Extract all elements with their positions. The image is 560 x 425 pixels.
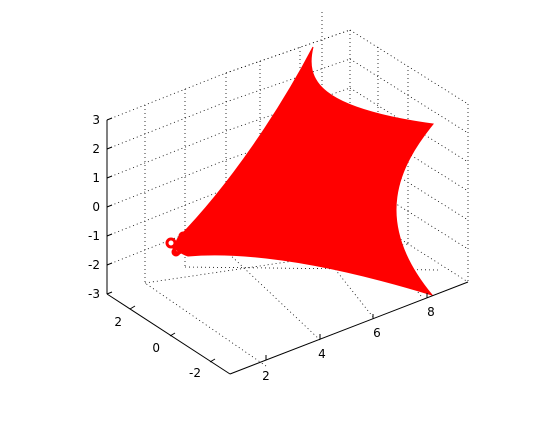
surface-edge-fragments [165,231,191,257]
y-axis: 2 0 -2 [114,305,216,380]
x-axis: 2 4 6 8 [262,293,435,383]
y-tick-label: 2 [114,315,122,329]
y-tick-label: -2 [189,366,201,380]
y-tick-label: 0 [152,341,160,355]
x-tick-label: 6 [373,326,381,340]
z-tick-label: 2 [92,142,100,156]
z-tick-label: 0 [92,200,100,214]
x-tick-label: 8 [427,305,435,319]
z-tick-label: 3 [92,113,100,127]
z-tick-label: -1 [88,229,100,243]
z-tick-label: 1 [92,171,100,185]
z-axis: 3 2 1 0 -1 -2 -3 [88,113,113,301]
x-tick-label: 4 [318,347,326,361]
z-tick-label: -3 [88,287,100,301]
surface [165,46,434,296]
surface-patch [175,46,434,296]
x-tick-label: 2 [262,369,270,383]
z-tick-label: -2 [88,258,100,272]
